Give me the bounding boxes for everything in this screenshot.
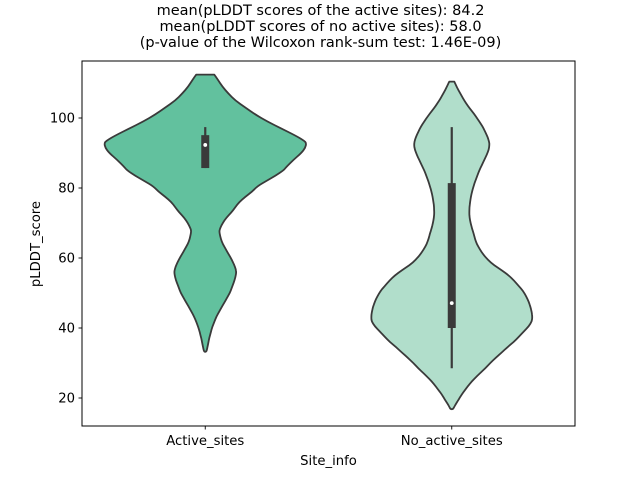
y-axis-label: pLDDT_score (29, 201, 44, 287)
title-line-3: (p-value of the Wilcoxon rank-sum test: … (140, 35, 501, 51)
x-tick-label-active_sites: Active_sites (166, 434, 244, 449)
x-tick-label-no_active_sites: No_active_sites (401, 434, 503, 449)
plot-frame (81, 60, 576, 427)
y-tick-label: 60 (58, 252, 75, 267)
x-axis-label: Site_info (300, 454, 357, 469)
y-tick-label: 20 (58, 392, 75, 407)
title-line-2: mean(pLDDT scores of no active sites): 5… (159, 19, 481, 35)
y-tick-label: 40 (58, 322, 75, 337)
title-line-1: mean(pLDDT scores of the active sites): … (157, 3, 485, 19)
median-dot-active_sites (203, 143, 208, 147)
y-tick-label: 100 (50, 112, 75, 127)
y-tick-label: 80 (58, 182, 75, 197)
iqr-box-no_active_sites (447, 183, 456, 328)
plot-area: 20 40 60 80 100 Active_sites No_active_sites (50, 60, 576, 449)
chart-title: mean(pLDDT scores of the active sites): … (140, 3, 501, 51)
violin-active_sites (103, 73, 307, 353)
median-dot-no_active_sites (449, 301, 454, 306)
iqr-box-active_sites (201, 135, 210, 169)
